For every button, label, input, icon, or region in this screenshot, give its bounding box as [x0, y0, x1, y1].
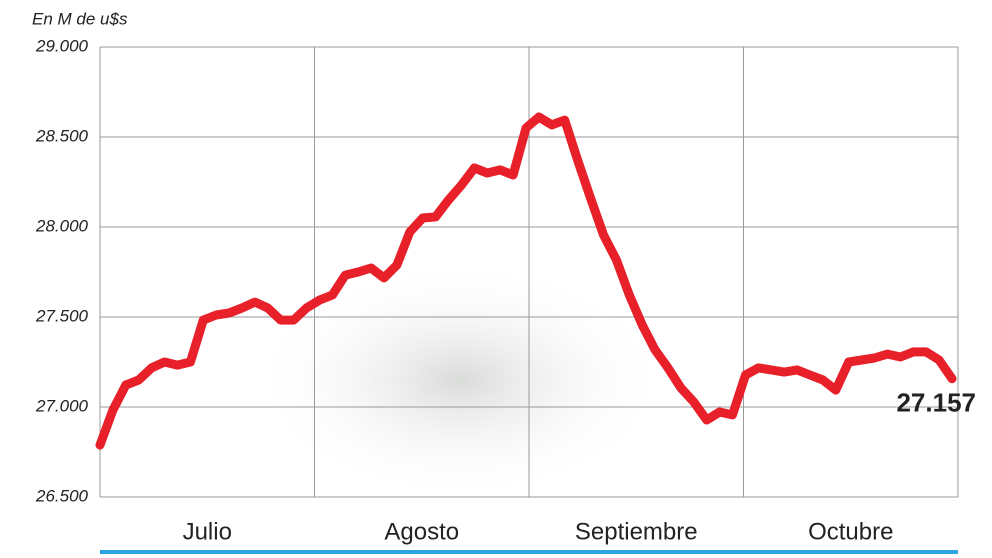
- bottom-rule: [100, 550, 958, 554]
- y-tick-label: 26.500: [35, 486, 89, 505]
- x-tick-label: Julio: [183, 518, 232, 545]
- y-axis-label: En M de u$s: [32, 9, 128, 28]
- data-line: [95, 112, 957, 450]
- y-tick-label: 28.500: [35, 126, 89, 145]
- x-tick-label: Septiembre: [575, 518, 698, 545]
- background-image: [250, 260, 670, 500]
- x-tick-label: Octubre: [808, 518, 893, 545]
- y-tick-label: 29.000: [35, 36, 89, 55]
- y-tick-label: 27.000: [35, 396, 89, 415]
- y-tick-label: 28.000: [35, 216, 89, 235]
- x-tick-label: Agosto: [384, 518, 459, 545]
- y-tick-label: 27.500: [35, 306, 89, 325]
- value-label: 27.157: [896, 388, 976, 418]
